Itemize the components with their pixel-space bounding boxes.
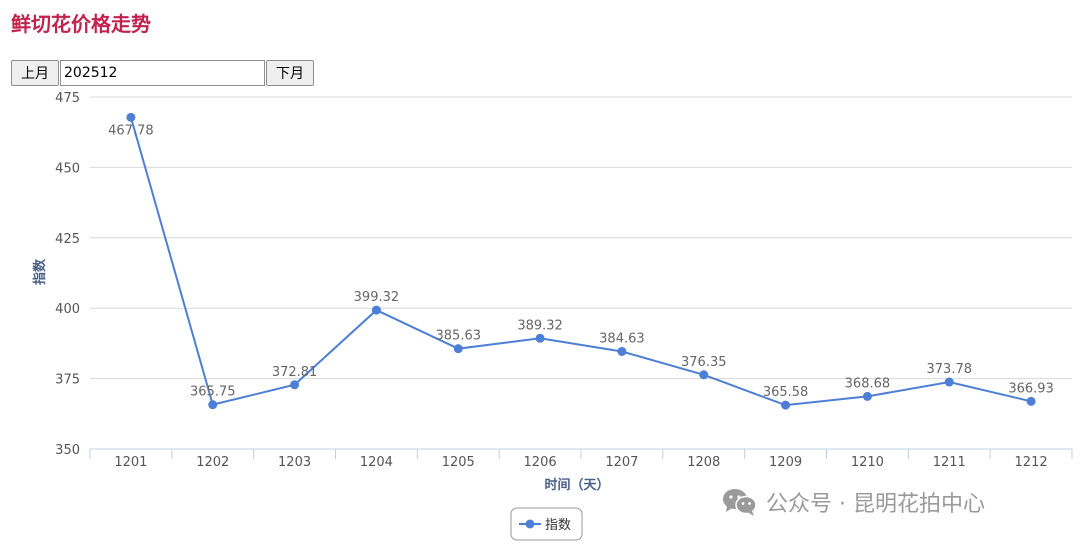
x-tick-label: 1209 xyxy=(769,455,802,470)
x-tick-label: 1203 xyxy=(278,455,311,470)
page-title: 鲜切花价格走势 xyxy=(11,12,151,36)
data-point[interactable] xyxy=(371,305,381,315)
y-tick-label: 425 xyxy=(55,232,80,247)
y-tick-label: 375 xyxy=(55,373,80,388)
data-point[interactable] xyxy=(208,400,218,410)
legend[interactable]: 指数 xyxy=(510,507,583,541)
y-tick-label: 475 xyxy=(55,91,80,106)
data-label: 368.68 xyxy=(845,376,891,391)
data-label: 376.35 xyxy=(681,355,727,370)
x-axis: 1201 1202 1203 1204 1205 1206 1207 1208 1209 1210… xyxy=(89,448,1073,470)
x-tick-label: 1201 xyxy=(114,455,147,470)
y-tick-label: 350 xyxy=(55,443,80,458)
x-tick-label: 1205 xyxy=(442,455,475,470)
data-point[interactable] xyxy=(1026,396,1036,406)
legend-box xyxy=(510,507,583,541)
data-label: 385.63 xyxy=(436,329,482,344)
x-axis-title: 时间（天） xyxy=(544,477,609,493)
y-tick-labels: 350 375 400 425 450 475 xyxy=(55,91,80,458)
month-input[interactable] xyxy=(60,60,265,86)
legend-item-label: 指数 xyxy=(545,518,571,533)
data-labels: 467.78 365.75 372.81 399.32 385.63 389.32 384.… xyxy=(108,123,1054,400)
x-tick-label: 1202 xyxy=(196,455,229,470)
x-tick-label: 1207 xyxy=(605,455,638,470)
data-label: 365.58 xyxy=(763,385,809,400)
data-point[interactable] xyxy=(535,333,545,343)
series-line xyxy=(129,117,1032,407)
data-point[interactable] xyxy=(862,391,872,401)
y-tick-label: 450 xyxy=(55,161,80,176)
y-tick-label: 400 xyxy=(55,302,80,317)
data-label: 467.78 xyxy=(108,123,154,138)
data-point[interactable] xyxy=(781,400,791,410)
data-point[interactable] xyxy=(290,380,300,390)
x-tick-label: 1210 xyxy=(851,455,884,470)
data-point[interactable] xyxy=(617,346,627,356)
data-point[interactable] xyxy=(944,377,954,387)
data-label: 399.32 xyxy=(354,290,400,305)
x-tick-label: 1204 xyxy=(360,455,393,470)
data-label: 373.78 xyxy=(927,362,973,377)
data-label: 372.81 xyxy=(272,365,318,380)
data-label: 384.63 xyxy=(599,331,645,346)
wechat-icon xyxy=(723,489,757,516)
data-label: 366.93 xyxy=(1008,381,1054,396)
month-controls: 上月 下月 xyxy=(11,60,314,86)
grid-layer xyxy=(90,96,1072,380)
y-axis-title: 指数 xyxy=(32,258,48,285)
data-point[interactable] xyxy=(699,370,709,380)
x-tick-label: 1208 xyxy=(687,455,720,470)
data-label: 365.75 xyxy=(190,385,236,400)
x-tick-label: 1211 xyxy=(933,455,966,470)
data-label: 389.32 xyxy=(517,318,563,333)
x-tick-label: 1212 xyxy=(1015,455,1048,470)
watermark: 公众号 · 昆明花拍中心 xyxy=(722,485,985,519)
legend-marker-symbol xyxy=(525,519,535,529)
x-tick-label: 1206 xyxy=(524,455,557,470)
watermark-text: 公众号 · 昆明花拍中心 xyxy=(766,492,985,517)
prev-month-button[interactable]: 上月 xyxy=(11,60,59,86)
data-point[interactable] xyxy=(453,344,463,354)
series-layer xyxy=(126,112,1036,410)
next-month-button[interactable]: 下月 xyxy=(266,60,314,86)
data-point[interactable] xyxy=(126,112,136,122)
